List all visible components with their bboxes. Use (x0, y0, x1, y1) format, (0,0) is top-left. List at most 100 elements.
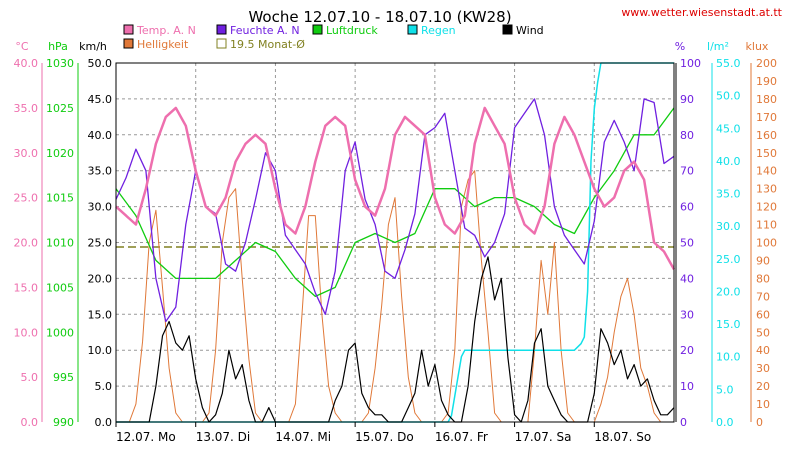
rain-tick-label: 45.0 (716, 122, 741, 135)
brightness-tick-label: 100 (756, 237, 777, 250)
pressure-tick-label: 995 (53, 371, 74, 384)
humidity-tick-label: 70 (680, 165, 694, 178)
brightness-tick-label: 20 (756, 380, 770, 393)
humidity-tick-label: 40 (680, 272, 694, 285)
source-url: www.wetter.wiesenstadt.at.tt (621, 6, 782, 19)
rain-tick-label: 15.0 (716, 318, 741, 331)
pressure-tick-label: 1020 (46, 147, 74, 160)
humidity-tick-label: 20 (680, 344, 694, 357)
rain-tick-label: 10.0 (716, 351, 741, 364)
humidity-tick-label: 30 (680, 308, 694, 321)
temp-tick-label: 25.0 (14, 192, 39, 205)
wind-tick-label: 35.0 (88, 165, 113, 178)
humidity-tick-label: 60 (680, 201, 694, 214)
legend-label-temp: Temp. A. N (136, 24, 196, 37)
rain-tick-label: 35.0 (716, 188, 741, 201)
legend-swatch-rain (407, 24, 418, 35)
temp-tick-label: 40.0 (14, 57, 39, 70)
brightness-tick-label: 170 (756, 111, 777, 124)
rain-tick-label: 0.0 (716, 416, 734, 429)
rain-tick-label: 30.0 (716, 220, 741, 233)
pressure-tick-label: 1000 (46, 326, 74, 339)
temp-tick-label: 0.0 (21, 416, 39, 429)
wind-tick-label: 30.0 (88, 201, 113, 214)
rain-tick-label: 55.0 (716, 57, 741, 70)
wind-tick-label: 25.0 (88, 237, 113, 250)
pressure-tick-label: 990 (53, 416, 74, 429)
temp-tick-label: 10.0 (14, 326, 39, 339)
axis-units: °C hPa km/h% l/m² klux (15, 40, 769, 53)
brightness-tick-label: 40 (756, 344, 770, 357)
brightness-tick-label: 150 (756, 147, 777, 160)
series-pressure (115, 107, 675, 298)
brightness-tick-label: 160 (756, 129, 777, 142)
pressure-tick-label: 1025 (46, 102, 74, 115)
legend-swatch-humidity (216, 24, 227, 35)
wind-unit: km/h (79, 40, 107, 53)
rain-unit: l/m² (707, 40, 729, 53)
rain-tick-label: 40.0 (716, 155, 741, 168)
humidity-tick-label: 100 (680, 57, 701, 70)
wind-tick-label: 45.0 (88, 93, 113, 106)
humidity-tick-label: 90 (680, 93, 694, 106)
x-tick-label: 17.07. Sa (515, 430, 572, 444)
humidity-unit: % (675, 40, 685, 53)
temp-tick-label: 5.0 (21, 371, 39, 384)
humidity-tick-label: 10 (680, 380, 694, 393)
brightness-tick-label: 200 (756, 57, 777, 70)
wind-tick-label: 10.0 (88, 344, 113, 357)
brightness-tick-label: 10 (756, 398, 770, 411)
x-tick-label: 14.07. Mi (275, 430, 331, 444)
chart-title: Woche 12.07.10 - 18.07.10 (KW28) (248, 8, 511, 26)
brightness-tick-label: 30 (756, 362, 770, 375)
rain-tick-label: 5.0 (716, 383, 734, 396)
legend-label-monthly_avg: 19.5 Monat-Ø (230, 38, 305, 51)
wind-tick-label: 20.0 (88, 272, 113, 285)
brightness-tick-label: 90 (756, 254, 770, 267)
wind-tick-label: 50.0 (88, 57, 113, 70)
wind-tick-label: 0.0 (95, 416, 113, 429)
legend: Temp. A. N Feuchte A. N Luftdruck Regen Wind… (123, 24, 544, 51)
legend-label-pressure: Luftdruck (326, 24, 378, 37)
legend-swatch-wind (502, 24, 513, 35)
pressure-tick-label: 1005 (46, 281, 74, 294)
x-tick-label: 12.07. Mo (116, 430, 176, 444)
brightness-tick-label: 70 (756, 290, 770, 303)
legend-label-brightness: Helligkeit (137, 38, 189, 51)
x-tick-label: 16.07. Fr (435, 430, 488, 444)
humidity-tick-label: 80 (680, 129, 694, 142)
temp-tick-label: 15.0 (14, 281, 39, 294)
legend-swatch-temp (123, 24, 134, 35)
pressure-tick-label: 1010 (46, 237, 74, 250)
x-tick-label: 15.07. Do (355, 430, 414, 444)
brightness-tick-label: 0 (756, 416, 763, 429)
rain-tick-label: 50.0 (716, 90, 741, 103)
x-tick-label: 18.07. So (594, 430, 651, 444)
brightness-tick-label: 50 (756, 326, 770, 339)
plot-frame (115, 62, 675, 423)
rain-tick-label: 25.0 (716, 253, 741, 266)
series-wind (116, 256, 675, 423)
brightness-tick-label: 130 (756, 183, 777, 196)
series-rain (116, 62, 674, 423)
legend-label-rain: Regen (421, 24, 456, 37)
wind-tick-label: 5.0 (95, 380, 113, 393)
legend-label-wind: Wind (516, 24, 544, 37)
temp-tick-label: 35.0 (14, 102, 39, 115)
brightness-tick-label: 140 (756, 165, 777, 178)
x-tick-label: 13.07. Di (196, 430, 251, 444)
legend-swatch-brightness (123, 38, 134, 49)
pressure-tick-label: 1015 (46, 192, 74, 205)
brightness-tick-label: 80 (756, 272, 770, 285)
temp-unit: °C (15, 40, 29, 53)
brightness-tick-label: 190 (756, 75, 777, 88)
pressure-tick-label: 1030 (46, 57, 74, 70)
brightness-tick-label: 110 (756, 219, 777, 232)
wind-tick-label: 15.0 (88, 308, 113, 321)
brightness-unit: klux (746, 40, 769, 53)
brightness-tick-label: 180 (756, 93, 777, 106)
brightness-tick-label: 120 (756, 201, 777, 214)
series-temp (115, 106, 676, 271)
legend-swatch-pressure (312, 24, 323, 35)
